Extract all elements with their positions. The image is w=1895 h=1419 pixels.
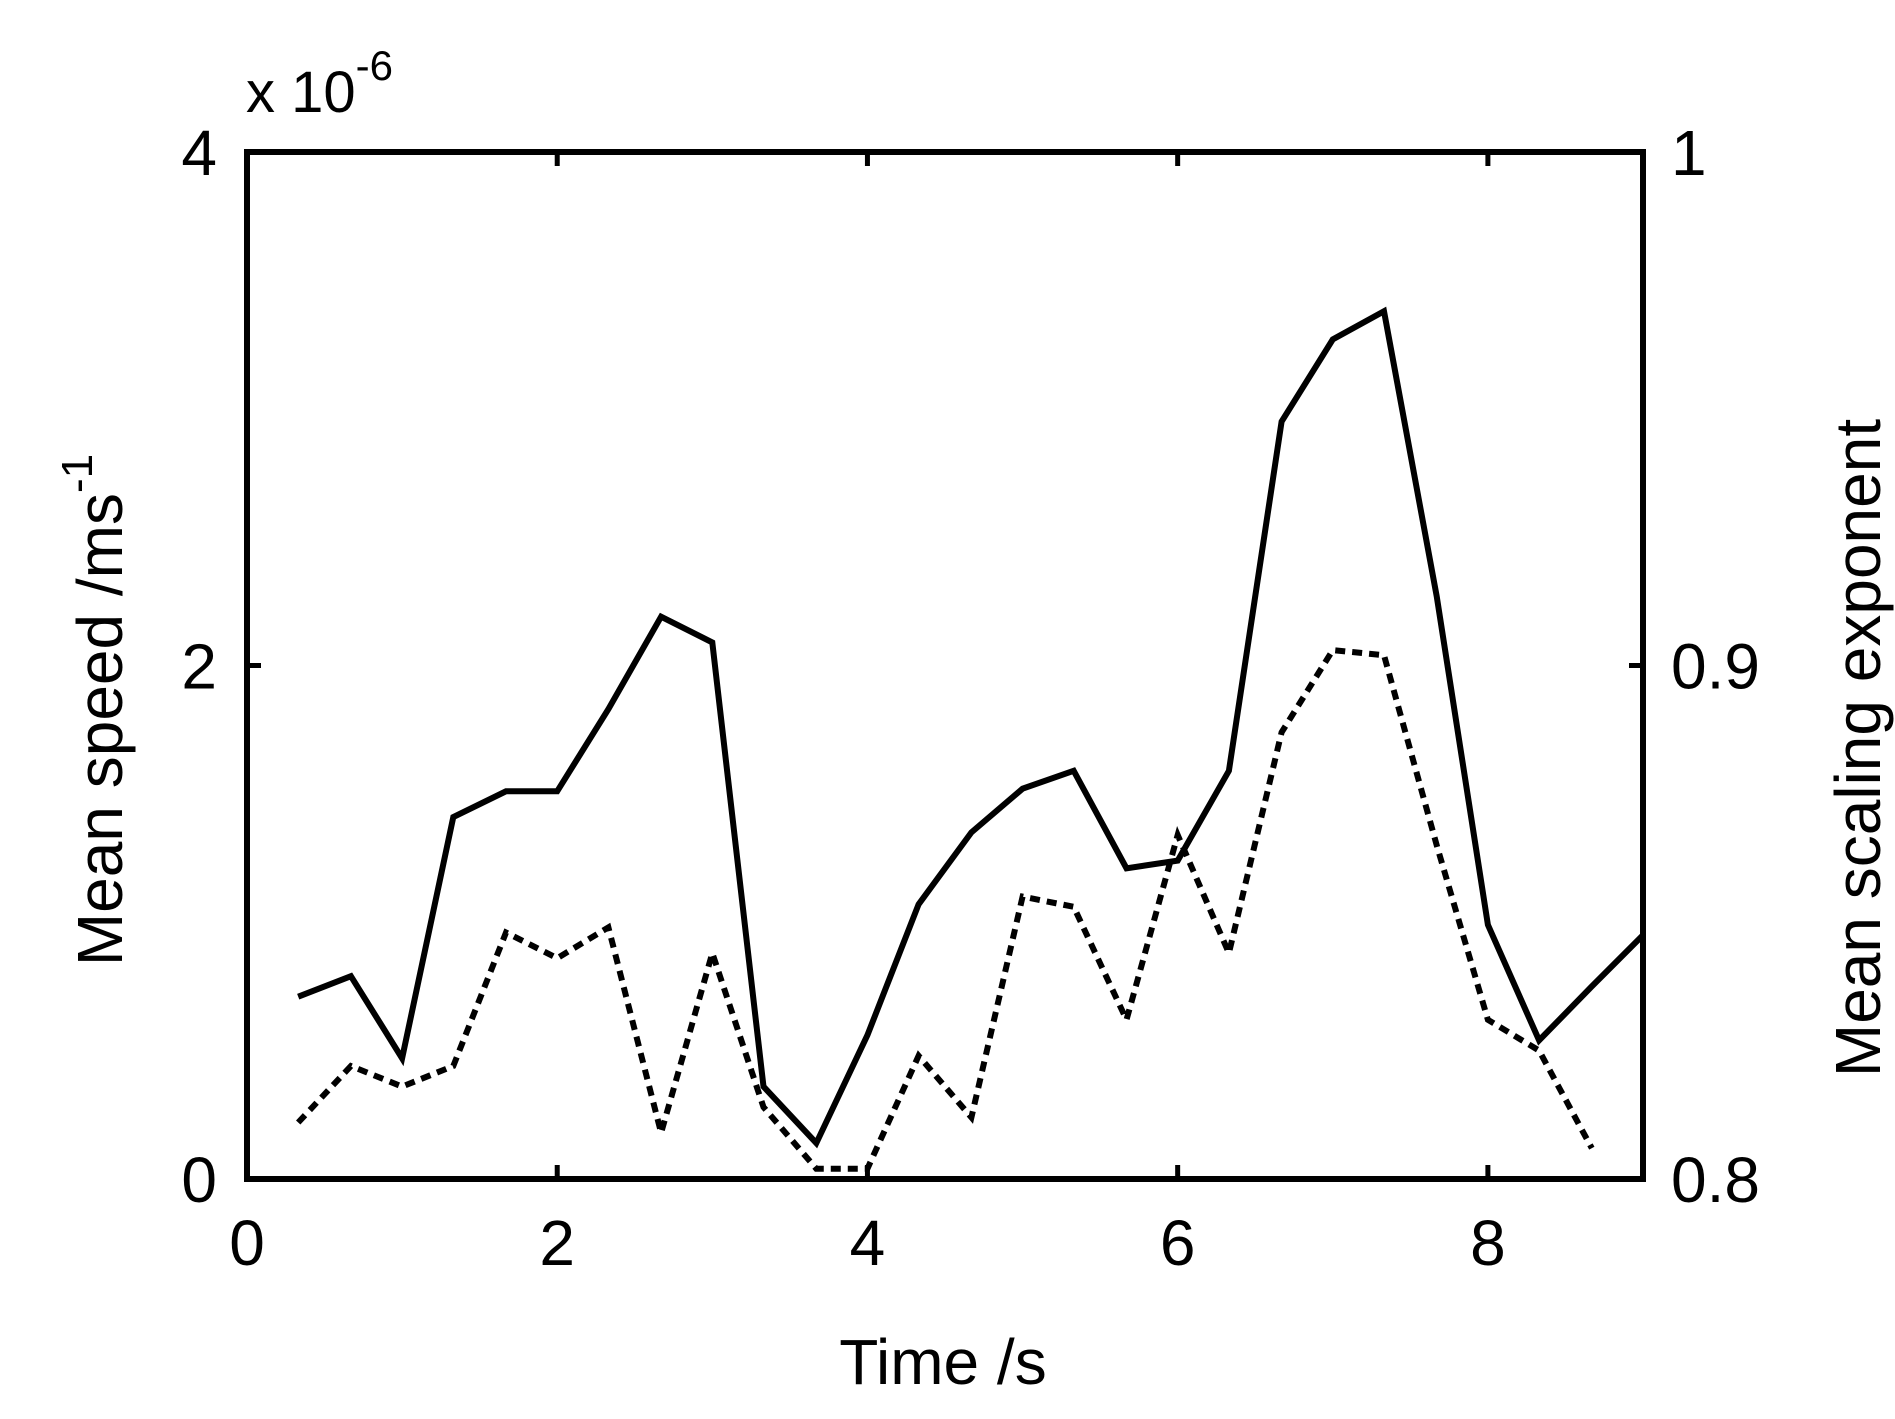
right-y-axis-ticks: 0.8 0.9 1: [1629, 117, 1760, 1216]
y-multiplier-exponent: -6: [356, 42, 393, 89]
plot-frame: [244, 149, 1646, 1182]
x-tick-label: 2: [539, 1207, 575, 1279]
y-axis-multiplier: x 10-6: [246, 42, 393, 125]
left-y-axis-label-main: Mean speed /ms: [64, 493, 136, 966]
right-y-tick-label: 0.9: [1671, 631, 1760, 703]
plot-area: [244, 149, 1646, 1182]
series-layer: [296, 306, 1646, 1172]
scaling-exponent-series-line: [296, 646, 1595, 1172]
left-y-axis-ticks: 0 2 4: [181, 117, 261, 1216]
x-tick-label: 0: [229, 1207, 265, 1279]
right-y-tick-label: 1: [1671, 117, 1707, 189]
x-tick-label: 4: [850, 1207, 886, 1279]
x-axis-label: Time /s: [839, 1326, 1046, 1398]
y-multiplier-base: x 10: [246, 60, 356, 125]
left-y-tick-label: 2: [181, 631, 217, 703]
left-y-tick-label: 4: [181, 117, 217, 189]
x-tick-label: 8: [1470, 1207, 1506, 1279]
mean-speed-series-line: [297, 306, 1646, 1149]
left-y-axis-label: Mean speed /ms-1: [53, 454, 136, 966]
right-y-axis-label: Mean scaling exponent: [1822, 419, 1894, 1077]
x-axis-ticks: 0 2 4 6 8: [229, 152, 1506, 1279]
left-y-axis-label-sup: -1: [53, 454, 102, 493]
right-y-tick-label: 0.8: [1671, 1144, 1760, 1216]
left-y-tick-label: 0: [181, 1144, 217, 1216]
x-tick-label: 6: [1160, 1207, 1196, 1279]
